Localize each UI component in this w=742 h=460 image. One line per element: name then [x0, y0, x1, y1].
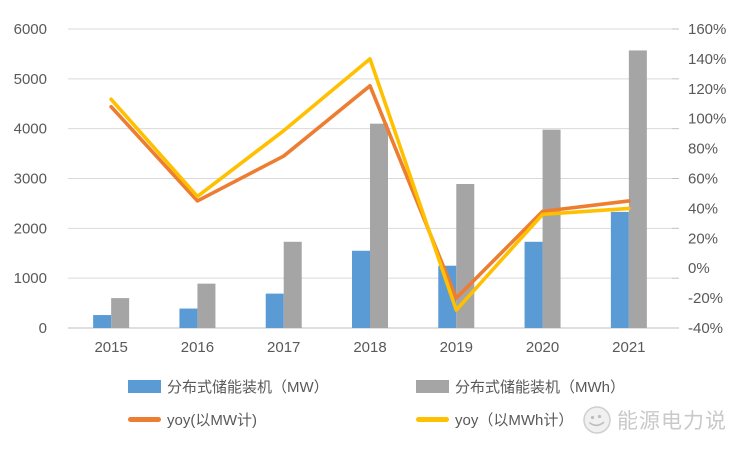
legend-swatch-yoy-mwh-line [416, 416, 449, 422]
left-axis-tick-label: 2000 [14, 220, 47, 237]
right-axis-tick-label: 40% [688, 200, 718, 217]
x-axis-category-label: 2019 [440, 339, 473, 356]
bar-mw-2015 [93, 315, 112, 328]
bar-mw-2016 [179, 308, 198, 328]
x-axis-category-label: 2021 [612, 339, 645, 356]
legend-swatch-mw-bar [128, 379, 161, 393]
line-yoy-mwh [109, 57, 631, 312]
right-axis-tick-label: 80% [688, 141, 718, 158]
bar-mw-2017 [265, 293, 284, 328]
bar-mwh-2017 [283, 241, 302, 328]
legend-label-mw: 分布式储能装机（MW） [167, 378, 329, 396]
bar-mwh-2015 [111, 298, 130, 328]
x-axis-category-label: 2020 [526, 339, 559, 356]
watermark: 能源电力说 [582, 405, 727, 435]
bar-mwh-2016 [197, 283, 216, 328]
right-axis-tick-label: 60% [688, 171, 718, 188]
legend-item-mw-bars: 分布式储能装机（MW） [128, 374, 416, 398]
right-axis-tick-label: 0% [688, 260, 710, 277]
watermark-text: 能源电力说 [617, 410, 727, 433]
x-axis-category-label: 2016 [181, 339, 214, 356]
bar-mw-2018 [352, 250, 370, 328]
x-axis-category-label: 2015 [94, 339, 127, 356]
right-axis-tick-label: -40% [688, 320, 723, 337]
legend-swatch-mwh-bar [416, 379, 449, 393]
legend: 分布式储能装机（MW） 分布式储能装机（MWh） yoy(以MW计) yoy（以… [128, 374, 625, 431]
left-axis-tick-label: 5000 [14, 71, 47, 88]
legend-label-yoy-mwh: yoy（以MWh计） [455, 411, 574, 429]
right-axis-tick-label: -20% [688, 290, 723, 307]
right-axis-tick-label: 20% [688, 230, 718, 247]
right-axis-tick-label: 120% [688, 81, 726, 98]
right-axis-tick-label: 100% [688, 111, 726, 128]
x-axis-category-label: 2017 [267, 339, 300, 356]
right-axis-tick-label: 160% [688, 21, 726, 38]
legend-item-mwh-bars: 分布式储能装机（MWh） [416, 374, 625, 398]
left-axis-tick-label: 3000 [14, 171, 47, 188]
bar-mwh-2018 [370, 123, 388, 328]
left-axis-tick-label: 6000 [14, 21, 47, 38]
round-cartoon-logo-icon [583, 406, 611, 434]
bar-mw-2021 [610, 211, 629, 328]
bar-mwh-2021 [628, 50, 647, 328]
bar-mw-2019 [438, 265, 457, 328]
legend-item-yoy-mwh-line: yoy（以MWh计） [416, 407, 625, 431]
bar-mwh-2020 [542, 129, 561, 328]
right-axis-tick-label: 140% [688, 51, 726, 68]
legend-item-yoy-mw-line: yoy(以MW计) [128, 407, 416, 431]
line-yoy-mw [109, 84, 631, 300]
x-axis-category-label: 2018 [353, 339, 386, 356]
left-axis-tick-label: 0 [39, 320, 47, 337]
left-axis-tick-label: 1000 [14, 270, 47, 287]
legend-label-yoy-mw: yoy(以MW计) [167, 411, 257, 429]
left-axis-tick-label: 4000 [14, 121, 47, 138]
legend-swatch-yoy-mw-line [128, 416, 161, 422]
legend-label-mwh: 分布式储能装机（MWh） [455, 378, 625, 396]
bar-mw-2020 [524, 241, 543, 328]
combo-bar-line-chart: 0 1000 2000 3000 4000 5000 6000 -40% -20% 0% 20% 40… [14, 21, 727, 356]
